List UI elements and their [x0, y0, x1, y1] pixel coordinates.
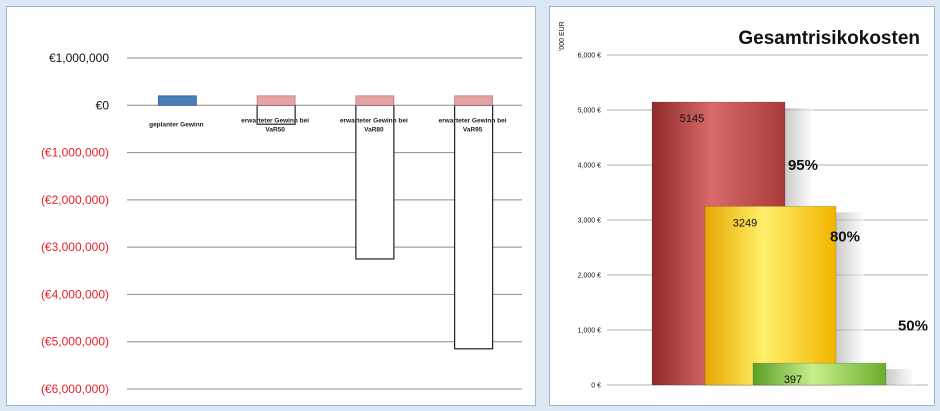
y-tick-label: (€6,000,000) [41, 382, 109, 396]
risk-cost-bar [752, 362, 887, 386]
bar-shadow [886, 369, 914, 385]
data-label: 397 [784, 374, 802, 386]
category-label: VaR95 [463, 126, 483, 133]
loss-bar [355, 104, 395, 260]
profit-var-chart: €1,000,000 €0 (€1,000,000) (€2,000,000) (€3,… [41, 51, 522, 396]
y-tick-label: 2,000 € [578, 273, 601, 280]
category-label: 80% [830, 229, 860, 246]
risk-cost-chart: '000 EUR Gesamtrisikokosten 6,000 € 5,000 €… [559, 21, 928, 390]
risk-cost-bar [704, 206, 837, 386]
data-label: 3249 [733, 217, 757, 229]
category-label: geplanter Gewinn [149, 121, 204, 128]
right-chart-panel: '000 EUR Gesamtrisikokosten 6,000 € 5,000 €… [549, 6, 935, 406]
y-tick-label: 3,000 € [578, 218, 601, 225]
profit-bar [256, 95, 296, 106]
category-label: erwarteter Gewinn bei [439, 117, 507, 124]
y-axis-label: '000 EUR [559, 21, 566, 51]
y-tick-label: (€2,000,000) [41, 193, 109, 207]
y-tick-label: (€3,000,000) [41, 240, 109, 254]
y-tick-label: 0 € [591, 383, 601, 390]
category-label: 50% [898, 318, 928, 335]
chart-title: Gesamtrisikokosten [738, 28, 920, 49]
y-tick-label: 5,000 € [578, 108, 601, 115]
profit-bar [355, 95, 395, 106]
bar-shadow [836, 212, 864, 385]
category-label: erwarteter Gewinn bei [241, 117, 309, 124]
y-tick-label: (€4,000,000) [41, 287, 109, 301]
y-tick-label: 4,000 € [578, 163, 601, 170]
y-tick-label: €1,000,000 [49, 51, 109, 65]
category-label: erwarteter Gewinn bei [340, 117, 408, 124]
profit-bar [454, 95, 494, 106]
y-tick-label: 6,000 € [578, 53, 601, 60]
data-label: 5145 [680, 113, 704, 125]
category-label: VaR80 [364, 126, 384, 133]
loss-bar [454, 104, 494, 350]
y-tick-label: 1,000 € [578, 328, 601, 335]
profit-bar [157, 95, 197, 106]
category-label: VaR50 [265, 126, 285, 133]
left-chart-panel: €1,000,000 €0 (€1,000,000) (€2,000,000) (€3,… [6, 6, 536, 406]
y-tick-label: (€5,000,000) [41, 335, 109, 349]
y-tick-label: (€1,000,000) [41, 146, 109, 160]
y-tick-label: €0 [96, 98, 110, 112]
category-label: 95% [788, 157, 818, 174]
